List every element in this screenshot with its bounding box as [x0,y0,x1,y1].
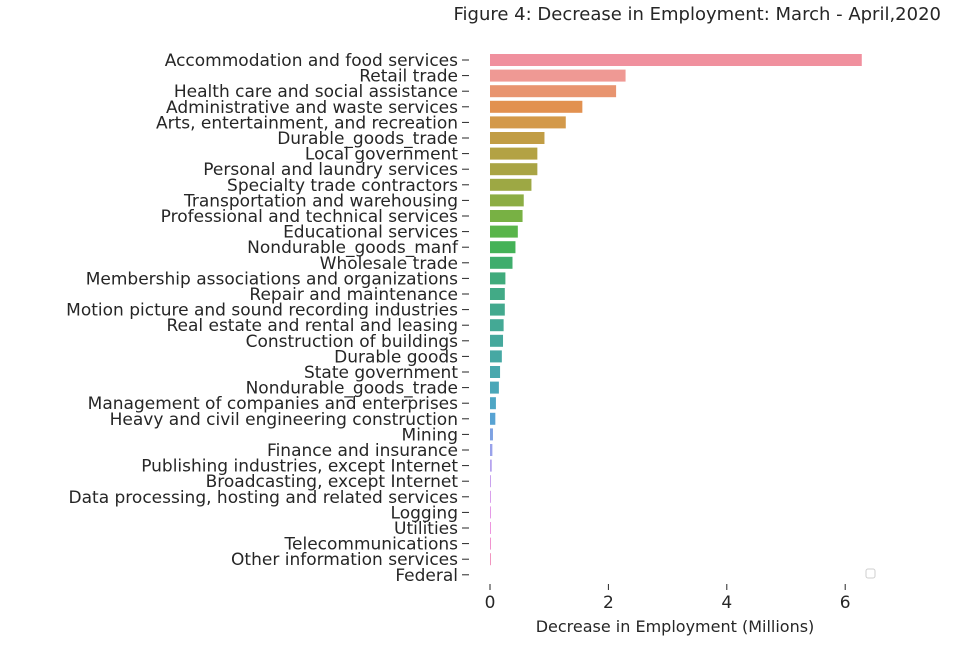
category-label: Repair and maintenance [249,285,458,305]
x-tick-label: 0 [485,593,496,613]
bar [490,412,496,425]
bar [490,69,626,82]
bar [490,116,566,129]
bar [490,553,491,566]
category-label: Educational services [283,223,458,243]
bar [490,397,496,410]
category-label: Health care and social assistance [174,82,458,102]
category-label: Administrative and waste services [166,98,458,118]
bar [490,210,523,222]
x-tick-label: 2 [603,593,614,613]
bar [490,147,538,160]
bar [490,288,505,300]
bar [490,522,491,534]
category-label: Management of companies and enterprises [88,394,458,414]
category-label: Heavy and civil engineering construction [110,410,458,430]
category-label: Publishing industries, except Internet [141,457,458,477]
category-label: Transportation and warehousing [183,191,458,211]
x-axis-ticks: 0 2 4 6 [485,584,851,613]
category-label: Logging [391,503,458,523]
category-label: Data processing, hosting and related ser… [69,488,459,508]
category-label: Telecommunications [284,535,459,555]
category-label: Membership associations and organization… [86,269,458,289]
bar [490,163,538,176]
bar [490,54,862,66]
category-label: Nondurable_goods_trade [246,379,458,399]
category-label: Broadcasting, except Internet [206,472,459,492]
chart-title: Figure 4: Decrease in Employment: March … [453,4,941,25]
category-label: Durable goods [334,347,458,367]
bar [490,350,502,363]
category-label: Retail trade [359,67,458,87]
bar [490,475,491,488]
category-label: Utilities [394,519,458,539]
bar [490,366,501,378]
bar [490,85,617,98]
category-label: Durable_goods_trade [277,129,458,149]
bar [490,444,493,456]
bar [490,100,583,113]
bar [490,256,513,269]
bar [490,241,516,254]
category-label: Wholesale trade [320,254,458,274]
bar [490,490,491,503]
bar [490,194,524,207]
bar [490,272,506,285]
category-label: Finance and insurance [267,441,458,461]
category-label: Nondurable_goods_manf [247,238,459,258]
bar [490,428,493,441]
category-label: Personal and laundry services [203,160,458,180]
bars [490,54,862,566]
category-label: Federal [395,566,458,586]
bar [490,459,492,472]
x-axis-title: Decrease in Employment (Millions) [536,617,815,636]
category-label: Motion picture and sound recording indus… [66,301,458,321]
category-label: Construction of buildings [246,332,459,352]
bar [490,225,518,238]
bar [490,537,491,550]
bar [490,319,504,332]
bar [490,334,504,347]
legend-box [865,568,876,579]
bar [490,506,491,519]
bar [490,303,505,316]
category-label: Real estate and rental and leasing [166,316,458,336]
category-label: Accommodation and food services [165,51,458,71]
bar [490,381,499,394]
category-label: Other information services [231,550,458,570]
category-label: Local government [305,145,458,165]
x-tick-label: 4 [721,593,732,613]
category-label: Mining [402,425,458,445]
bar [490,132,545,144]
bar [490,178,532,191]
category-label: Arts, entertainment, and recreation [156,113,458,133]
category-label: Specialty trade contractors [227,176,458,196]
x-tick-label: 6 [840,593,851,613]
category-label: Professional and technical services [161,207,458,227]
category-label: State government [304,363,458,383]
